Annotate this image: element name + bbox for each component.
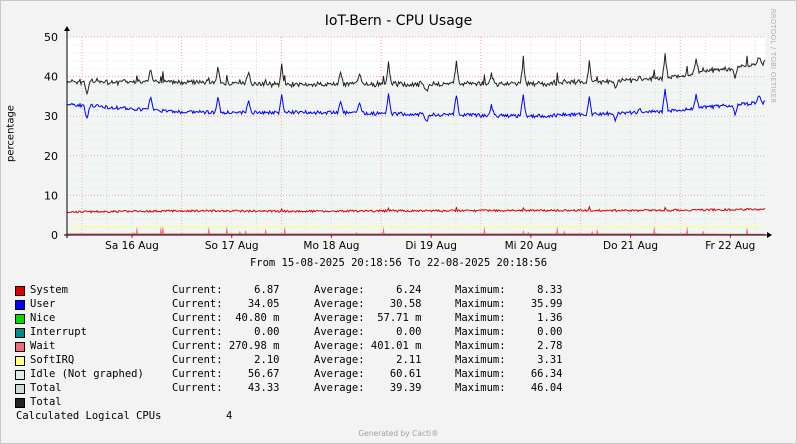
legend-swatch [15,300,25,310]
y-axis-arrow [64,26,70,31]
y-tick-label: 40 [44,71,58,84]
legend-series-name: Interrupt [30,326,87,338]
x-tick-label: Mo 18 Aug [303,240,359,252]
legend-swatch [15,384,25,394]
legend-average: Average: 6.24 [314,284,422,296]
footer-generated-by: Generated by Cacti® [358,429,439,438]
legend-current: Current: 270.98 m [172,340,280,352]
legend-series-name: Total [30,382,62,394]
x-tick-label: Di 19 Aug [405,240,457,252]
legend-average: Average: 2.11 [314,354,422,366]
x-axis-arrow [767,232,772,238]
legend-maximum: Maximum: 3.31 [455,354,563,366]
legend-average: Average: 60.61 [314,368,422,380]
legend-swatch [15,314,25,324]
legend-current: Current: 34.05 [172,298,280,310]
x-tick-label: Do 21 Aug [603,240,658,252]
legend-series-name: Wait [30,340,56,352]
legend-swatch [15,370,25,380]
plot-area [67,37,765,235]
y-tick-label: 50 [44,31,58,44]
legend-current: Current: 0.00 [172,326,280,338]
x-tick-label: Mi 20 Aug [505,240,558,252]
legend-swatch [15,398,25,408]
y-tick-label: 30 [44,110,58,123]
legend-average: Average: 57.71 m [314,312,422,324]
series-wait-area [67,224,765,235]
legend-current: Current: 56.67 [172,368,280,380]
legend-series-name: SoftIRQ [30,354,75,366]
legend-swatch [15,342,25,352]
legend-current: Current: 2.10 [172,354,280,366]
legend-swatch [15,356,25,366]
y-tick-label: 20 [44,150,58,163]
legend-maximum: Maximum: 46.04 [455,382,563,394]
chart-title: IoT-Bern - CPU Usage [324,13,473,29]
logical-cpus-value: 4 [226,410,233,422]
legend-maximum: Maximum: 0.00 [455,326,563,338]
legend-series-name: User [30,298,56,310]
series-user-line [66,88,766,123]
legend-swatch [15,328,25,338]
time-range: From 15-08-2025 20:18:56 To 22-08-2025 2… [249,257,548,269]
legend-maximum: Maximum: 66.34 [455,368,563,380]
legend-average: Average: 39.39 [314,382,422,394]
legend-average: Average: 401.01 m [314,340,422,352]
legend-current: Current: 40.80 m [172,312,280,324]
legend-maximum: Maximum: 2.78 [455,340,563,352]
y-tick-label: 10 [44,189,58,202]
x-tick-label: So 17 Aug [205,240,259,252]
legend-series-name: Idle (Not graphed) [30,368,144,380]
legend-average: Average: 30.58 [314,298,422,310]
series-softirq-line [66,225,766,229]
logical-cpus-label: Calculated Logical CPUs [16,410,162,422]
legend-series-name: System [30,284,68,296]
series-total-line [66,53,766,96]
legend-swatch [15,286,25,296]
legend-maximum: Maximum: 1.36 [455,312,563,324]
x-tick-label: Sa 16 Aug [105,240,159,252]
legend-series-name: Nice [30,312,56,324]
legend-average: Average: 0.00 [314,326,422,338]
legend-current: Current: 6.87 [172,284,280,296]
legend-maximum: Maximum: 8.33 [455,284,563,296]
legend-maximum: Maximum: 35.99 [455,298,563,310]
legend-series-name: Total [30,396,62,408]
series-system-line [66,205,766,214]
y-tick-label: 0 [51,229,58,242]
x-tick-label: Fr 22 Aug [705,240,755,252]
legend-current: Current: 43.33 [172,382,280,394]
series-total-area [67,53,765,235]
